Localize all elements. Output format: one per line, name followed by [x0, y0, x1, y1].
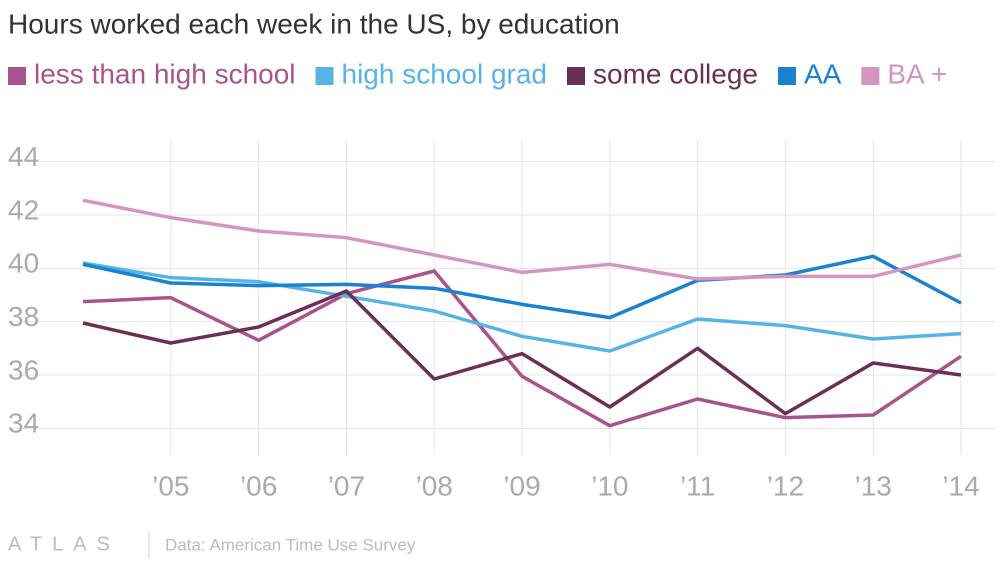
legend-swatch: [567, 67, 585, 85]
x-tick-label: ’13: [855, 470, 892, 501]
logo: ATLAS: [8, 533, 120, 555]
x-tick-label: ’11: [680, 470, 715, 501]
chart-title: Hours worked each week in the US, by edu…: [8, 8, 620, 39]
y-tick-label: 38: [8, 301, 39, 332]
legend-label: some college: [593, 58, 758, 89]
x-tick-label: ’12: [767, 470, 804, 501]
x-tick-label: ’06: [240, 470, 277, 501]
x-tick-label: ’07: [328, 470, 365, 501]
source: Data: American Time Use Survey: [165, 535, 416, 554]
series-line: [82, 198, 962, 281]
legend-swatch: [8, 67, 26, 85]
x-tick-label: ’14: [942, 470, 979, 501]
series-line: [82, 254, 962, 320]
legend-swatch: [777, 67, 796, 85]
legend-label: less than high school: [34, 58, 296, 89]
series-line: [82, 269, 962, 428]
y-tick-label: 42: [8, 194, 39, 225]
legend-swatch: [861, 67, 880, 85]
x-tick-label: ’08: [416, 470, 453, 501]
y-tick-label: 40: [8, 248, 39, 279]
y-tick-label: 44: [8, 141, 39, 172]
x-tick-label: ’05: [152, 470, 189, 501]
legend-label: BA +: [887, 58, 947, 89]
y-tick-label: 36: [8, 354, 39, 385]
legend-swatch: [315, 67, 334, 85]
x-tick-label: ’09: [503, 470, 540, 501]
series-line: [82, 289, 962, 416]
y-tick-label: 34: [8, 408, 39, 439]
series-line: [82, 261, 962, 353]
legend-label: AA: [804, 58, 842, 89]
x-tick-label: ’10: [591, 470, 628, 501]
legend-label: high school grad: [342, 58, 547, 89]
